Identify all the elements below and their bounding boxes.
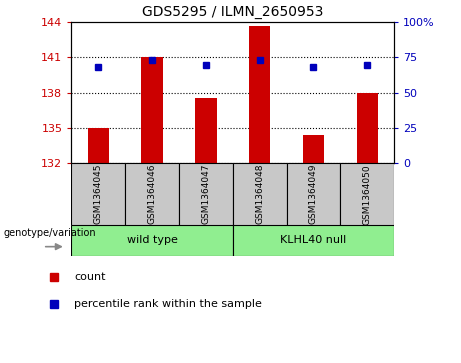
Bar: [142, 57, 163, 163]
Text: GSM1364048: GSM1364048: [255, 164, 264, 224]
Text: percentile rank within the sample: percentile rank within the sample: [74, 299, 262, 309]
Bar: [233, 163, 287, 225]
Text: count: count: [74, 272, 106, 282]
Text: GSM1364045: GSM1364045: [94, 164, 103, 224]
Bar: [71, 225, 233, 256]
Bar: [356, 93, 378, 163]
Bar: [287, 163, 340, 225]
Bar: [303, 135, 324, 163]
Bar: [233, 225, 394, 256]
Bar: [179, 163, 233, 225]
Bar: [340, 163, 394, 225]
Text: GSM1364049: GSM1364049: [309, 164, 318, 224]
Text: GSM1364047: GSM1364047: [201, 164, 210, 224]
Text: GSM1364046: GSM1364046: [148, 164, 157, 224]
Text: wild type: wild type: [127, 236, 177, 245]
Bar: [195, 98, 217, 163]
Bar: [71, 163, 125, 225]
Bar: [88, 128, 109, 163]
Bar: [249, 26, 271, 163]
Bar: [125, 163, 179, 225]
Text: genotype/variation: genotype/variation: [4, 228, 96, 238]
Title: GDS5295 / ILMN_2650953: GDS5295 / ILMN_2650953: [142, 5, 324, 19]
Text: GSM1364050: GSM1364050: [363, 164, 372, 225]
Text: KLHL40 null: KLHL40 null: [280, 236, 347, 245]
